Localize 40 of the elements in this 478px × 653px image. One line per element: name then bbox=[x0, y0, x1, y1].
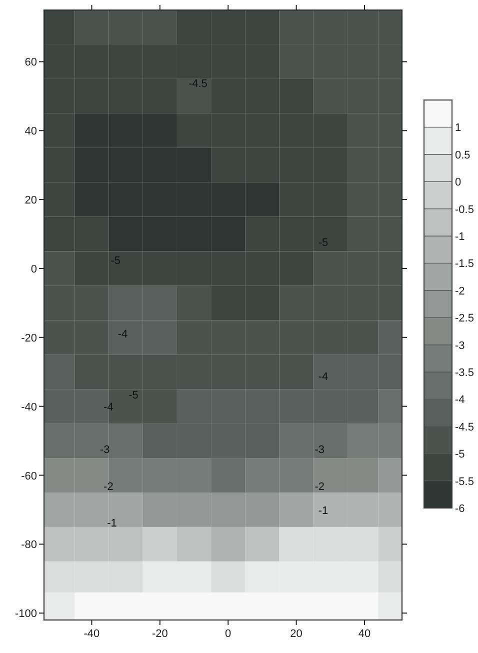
annotation: -2 bbox=[104, 480, 114, 493]
annotation: -5 bbox=[128, 389, 138, 402]
color-bar-label: -5.5 bbox=[455, 476, 474, 488]
color-bar-label: -5 bbox=[455, 448, 465, 461]
annotation: -3 bbox=[314, 444, 325, 456]
annotation: -2 bbox=[314, 480, 325, 493]
annotation: -3 bbox=[100, 444, 110, 456]
y-tick-label: 60 bbox=[24, 56, 37, 69]
x-tick-label: -20 bbox=[152, 628, 168, 640]
color-bar-label: 0.5 bbox=[455, 149, 470, 162]
annotation: -4 bbox=[104, 402, 114, 414]
y-tick-label: -80 bbox=[21, 539, 37, 552]
color-bar-label: -1 bbox=[455, 231, 465, 243]
color-bar-label: -2.5 bbox=[455, 312, 474, 325]
y-tick-label: 20 bbox=[24, 194, 37, 207]
color-bar-label: 1 bbox=[455, 122, 462, 134]
color-bar-label: -6 bbox=[455, 503, 465, 515]
color-bar-label: -3 bbox=[455, 340, 465, 352]
y-tick-label: -20 bbox=[21, 332, 37, 344]
color-bar-label: -1.5 bbox=[455, 258, 474, 270]
y-tick-label: -100 bbox=[14, 608, 37, 620]
color-bar-label: -3.5 bbox=[455, 367, 474, 379]
annotation: -4.5 bbox=[188, 78, 208, 90]
color-bar-label: -4.5 bbox=[455, 421, 474, 434]
color-bar-label: -0.5 bbox=[455, 204, 474, 216]
color-bar-label: -2 bbox=[455, 285, 465, 298]
x-tick-label: 0 bbox=[225, 628, 232, 640]
annotation: -4 bbox=[318, 371, 328, 383]
y-tick-label: -40 bbox=[21, 401, 37, 414]
color-bar-label: -4 bbox=[455, 394, 465, 406]
annotation: -1 bbox=[318, 505, 328, 518]
color-bar-label: 0 bbox=[455, 176, 462, 189]
y-tick-label: 0 bbox=[30, 263, 37, 276]
annotation: -1 bbox=[107, 517, 117, 530]
x-tick-label: 20 bbox=[290, 628, 302, 640]
y-tick-label: 40 bbox=[24, 126, 37, 138]
y-tick-label: -60 bbox=[21, 470, 37, 482]
annotation: -4 bbox=[118, 328, 128, 340]
x-tick-label: -40 bbox=[84, 628, 100, 640]
x-tick-label: 40 bbox=[358, 628, 371, 640]
